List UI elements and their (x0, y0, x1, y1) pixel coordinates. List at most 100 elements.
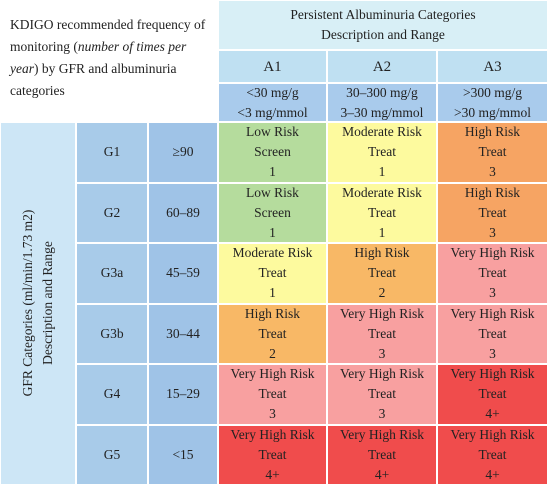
frequency: 1 (378, 224, 386, 240)
row-label: G4 (103, 386, 121, 402)
frequency: 4+ (265, 466, 280, 482)
row-range: 60–89 (166, 204, 200, 220)
risk-level: Very High Risk (340, 305, 424, 321)
row-label: G3a (100, 265, 124, 281)
column-range-text: <30 mg/g (246, 84, 299, 100)
row-label: G2 (103, 204, 121, 220)
column-range-text: >300 mg/g (463, 84, 522, 100)
action: Treat (258, 386, 287, 402)
intro-italic: number of times per year (10, 39, 187, 76)
risk-level: High Risk (464, 184, 521, 200)
column-range: >300 mg/g >30 mg/mmol (437, 83, 548, 122)
intro: KDIGO recommended frequency of monitorin… (10, 14, 210, 102)
risk-cell: Very High Risk Treat 3 (437, 243, 548, 304)
row-label: G3b (100, 325, 124, 341)
risk-cell: High Risk Treat 2 (218, 303, 327, 364)
row-range-cell: <15 (148, 424, 218, 485)
risk-level: Very High Risk (450, 305, 535, 321)
header: Persistent Albuminuria Categories Descrip… (218, 0, 548, 50)
column-label: A1 (218, 50, 327, 83)
frequency: 1 (269, 164, 276, 180)
risk-level: Very High Risk (340, 366, 424, 382)
row-label-cell: G4 (76, 364, 148, 425)
row-label-cell: G5 (76, 424, 148, 485)
risk-cell: Very High Risk Treat 4+ (437, 424, 548, 485)
frequency: 1 (378, 164, 386, 180)
column-label: A2 (327, 50, 437, 83)
risk-level: Moderate Risk (232, 245, 313, 261)
row-range: <15 (172, 446, 194, 462)
action: Treat (367, 386, 396, 402)
action: Treat (478, 386, 507, 402)
action: Screen (254, 204, 291, 220)
action: Treat (367, 325, 396, 341)
row-axis-cell (0, 122, 76, 485)
frequency: 3 (378, 406, 386, 422)
row-label-cell: G1 (76, 122, 148, 183)
action: Treat (258, 446, 287, 462)
action: Treat (478, 325, 507, 341)
risk-level: High Risk (244, 305, 301, 321)
risk-cell: Low Risk Screen 1 (218, 122, 327, 183)
risk-level: Very High Risk (340, 426, 424, 442)
column-label-text: A1 (263, 58, 282, 75)
column-range-text: >30 mg/mmol (454, 104, 531, 120)
action: Treat (367, 144, 396, 160)
row-label: G1 (103, 144, 121, 160)
risk-level: Very High Risk (230, 366, 315, 382)
risk-cell: Very High Risk Treat 3 (327, 364, 437, 425)
action: Treat (478, 204, 507, 220)
frequency: 2 (378, 285, 386, 301)
row-range-cell: 30–44 (148, 303, 218, 364)
row-axis-label: GFR Categories (ml/min/1.73 m2) Descripti… (0, 122, 76, 485)
risk-level: Moderate Risk (342, 184, 422, 200)
frequency: 3 (489, 164, 496, 180)
risk-cell: High Risk Treat 3 (437, 182, 548, 243)
row-label-cell: G3a (76, 243, 148, 304)
column-range: 30–300 mg/g 3–30 mg/mmol (327, 83, 437, 122)
column-label: A3 (437, 50, 548, 83)
row-label-cell: G2 (76, 182, 148, 243)
column-range: <30 mg/g <3 mg/mmol (218, 83, 327, 122)
risk-cell: Very High Risk Treat 4+ (218, 424, 327, 485)
risk-cell: Very High Risk Treat 3 (437, 303, 548, 364)
action: Treat (478, 144, 507, 160)
intro-text: KDIGO recommended frequency of monitorin… (10, 17, 206, 54)
risk-cell: Very High Risk Treat 4+ (437, 364, 548, 425)
intro-text: ) by GFR and albuminuria categories (10, 61, 177, 98)
column-range-text: <3 mg/mmol (237, 104, 308, 120)
risk-level: High Risk (354, 245, 410, 261)
frequency: 4+ (485, 406, 500, 422)
row-range: 15–29 (166, 386, 200, 402)
frequency: 3 (378, 345, 386, 361)
row-range: 30–44 (166, 325, 200, 341)
action: Treat (367, 265, 396, 281)
risk-cell: Very High Risk Treat 3 (327, 303, 437, 364)
row-axis-label-line: Description and Range (40, 241, 55, 365)
risk-level: Very High Risk (450, 366, 535, 382)
risk-level: Very High Risk (450, 245, 535, 261)
column-label-text: A3 (483, 58, 502, 75)
risk-level: Very High Risk (450, 426, 535, 442)
frequency: 1 (269, 285, 276, 301)
action: Treat (258, 265, 287, 281)
column-range-text: 30–300 mg/g (346, 84, 418, 100)
frequency: 3 (489, 345, 496, 361)
frequency: 3 (489, 285, 496, 301)
risk-level: Moderate Risk (342, 124, 422, 140)
frequency: 2 (269, 345, 276, 361)
risk-cell: Moderate Risk Treat 1 (218, 243, 327, 304)
action: Treat (258, 325, 287, 341)
row-label: G5 (103, 446, 121, 462)
risk-level: Low Risk (246, 184, 299, 200)
risk-cell: Very High Risk Treat 4+ (327, 424, 437, 485)
action: Treat (367, 204, 396, 220)
row-range-cell: 60–89 (148, 182, 218, 243)
risk-level: High Risk (464, 124, 521, 140)
frequency: 4+ (374, 466, 390, 482)
action: Treat (367, 446, 396, 462)
header-title: Persistent Albuminuria Categories (290, 7, 476, 22)
row-axis-label-line: GFR Categories (ml/min/1.73 m2) (20, 209, 35, 397)
header-subtitle: Description and Range (321, 27, 445, 42)
